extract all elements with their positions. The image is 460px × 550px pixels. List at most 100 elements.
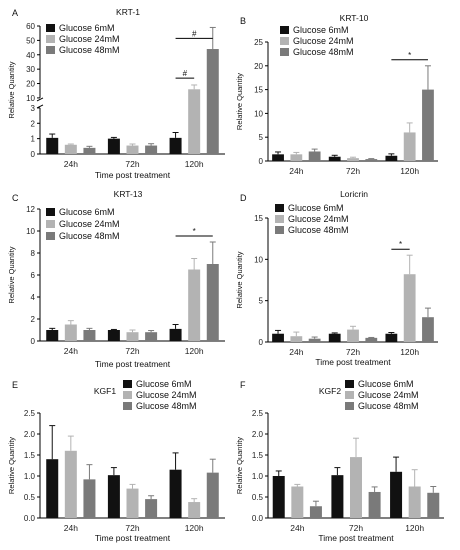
bar-24h-24mM: [64, 144, 77, 154]
legend-label: Glucose 24mM: [288, 214, 349, 224]
x-tick-label: 24h: [289, 347, 303, 357]
bar-24h-6mM: [46, 459, 59, 518]
legend-swatch: [345, 391, 354, 399]
y-axis-label: Relative Quantity: [235, 251, 244, 308]
y-tick-label: 10: [254, 255, 263, 264]
bar-72h-48mM: [145, 332, 158, 341]
y-tick-label: 5: [259, 133, 264, 142]
y-tick-label: 25: [254, 38, 263, 47]
y-tick-label: 6: [31, 271, 36, 280]
bar-72h-6mM: [107, 138, 120, 154]
y-tick-label: 2.0: [24, 430, 36, 439]
y-tick-label: 2: [31, 119, 36, 128]
chart-title: KRT-10: [340, 13, 369, 23]
legend-swatch: [345, 380, 354, 388]
bar-72h-48mM: [365, 159, 378, 161]
bar-120h-24mM: [408, 486, 421, 518]
bar-24h-24mM: [290, 336, 303, 342]
legend-swatch: [123, 402, 132, 410]
panel-letter: A: [12, 8, 18, 18]
legend-label: Glucose 48mM: [293, 47, 354, 57]
legend-swatch: [275, 204, 284, 212]
y-tick-label: 1.0: [252, 472, 264, 481]
bar-24h-6mM: [272, 333, 284, 342]
y-tick-label: 10: [254, 109, 263, 118]
legend-swatch: [46, 208, 55, 216]
x-tick-label: 120h: [405, 523, 424, 533]
bar-120h-6mM: [385, 333, 398, 342]
y-tick-label: 1.0: [24, 472, 36, 481]
bar-120h-6mM: [390, 471, 403, 518]
x-tick-label: 24h: [64, 523, 78, 533]
x-axis-label: Time post treatment: [318, 533, 394, 543]
x-tick-label: 24h: [289, 166, 303, 176]
legend-swatch: [46, 220, 55, 228]
y-tick-label: 3: [31, 104, 36, 113]
bar-24h-48mM: [83, 147, 96, 154]
x-tick-label: 24h: [64, 346, 78, 356]
bar-72h-6mM: [328, 333, 341, 342]
legend-swatch: [275, 226, 284, 234]
chart-title: KRT-1: [116, 7, 140, 17]
significance-label: *: [408, 51, 411, 60]
bar-120h-48mM: [206, 472, 219, 518]
x-tick-label: 72h: [125, 159, 139, 169]
legend-label: Glucose 24mM: [59, 34, 120, 44]
bar-72h-24mM: [347, 329, 359, 342]
x-tick-label: 72h: [125, 523, 139, 533]
y-tick-label: 0.5: [252, 493, 264, 502]
bar-120h-6mM: [169, 328, 182, 341]
bar-72h-24mM: [126, 488, 139, 518]
y-tick-label: 0: [31, 150, 36, 159]
x-tick-label: 72h: [346, 347, 360, 357]
bar-120h-6mM: [385, 155, 398, 161]
legend-label: Glucose 6mM: [59, 23, 115, 33]
bar-24h-48mM: [308, 151, 321, 161]
bar-72h-24mM: [126, 332, 139, 341]
legend-swatch: [123, 380, 132, 388]
bar-120h-48mM: [427, 492, 440, 518]
significance-label: *: [399, 240, 402, 249]
legend-swatch: [46, 35, 55, 43]
bar-120h-6mM: [169, 469, 182, 518]
chart-title: Loricrin: [340, 189, 368, 199]
legend-swatch: [46, 232, 55, 240]
legend-label: Glucose 6mM: [293, 25, 349, 35]
legend-label: Glucose 48mM: [136, 401, 197, 411]
legend-swatch: [46, 24, 55, 32]
bar-24h-24mM: [291, 486, 304, 518]
bar-24h-6mM: [272, 476, 285, 518]
panel-f: 0.0 0.5 1.0 1.5 2.0 2.5 24h 72h 120h F KGF2 Relativ…: [235, 379, 444, 543]
y-tick-label: 10: [26, 227, 35, 236]
y-tick-label: 0.0: [252, 514, 264, 523]
x-tick-label: 120h: [185, 159, 204, 169]
bar-72h-6mM: [328, 156, 341, 161]
x-axis-label: Time post treatment: [95, 170, 171, 180]
bar-120h-48mM: [422, 89, 434, 161]
y-tick-label: 2.5: [24, 409, 36, 418]
bar-24h-24mM: [290, 154, 303, 161]
bar-72h-6mM: [107, 475, 120, 518]
legend-swatch: [280, 48, 289, 56]
y-tick-label: 60: [26, 22, 35, 31]
y-tick-label: 2.0: [252, 430, 264, 439]
bar-24h-48mM: [309, 506, 322, 518]
bar-72h-48mM: [368, 491, 381, 518]
legend-label: Glucose 48mM: [59, 231, 120, 241]
y-axis-label: Relative Quantity: [235, 437, 244, 494]
bar-120h-24mM: [188, 502, 201, 518]
panel-letter: C: [12, 193, 19, 203]
bar-120h-48mM: [206, 264, 219, 341]
y-tick-label: 0: [259, 338, 264, 347]
legend-label: Glucose 24mM: [293, 36, 354, 46]
y-tick-label: 20: [254, 62, 263, 71]
x-tick-label: 120h: [185, 346, 204, 356]
significance-label: #: [192, 29, 197, 38]
x-axis-label: Time post treatment: [95, 533, 171, 543]
legend-label: Glucose 48mM: [59, 45, 120, 55]
legend-label: Glucose 6mM: [59, 207, 115, 217]
